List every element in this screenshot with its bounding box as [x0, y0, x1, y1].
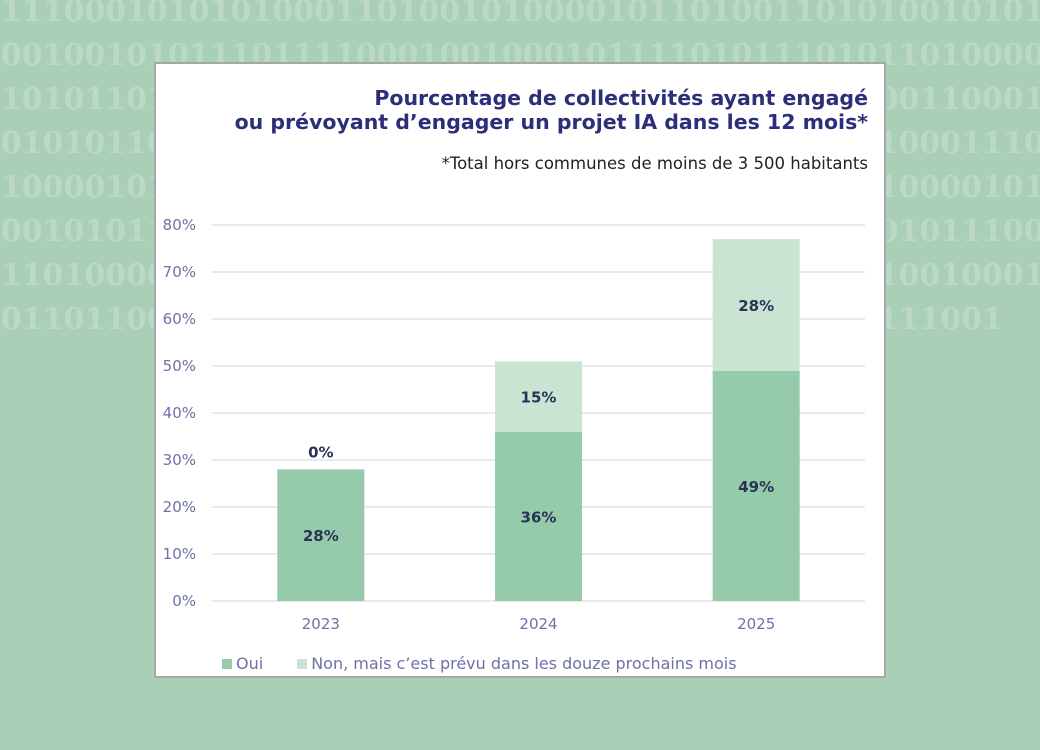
legend-label-non-prevu: Non, mais c’est prévu dans les douze pro…: [311, 654, 737, 673]
data-label: 36%: [521, 508, 557, 526]
x-tick-label: 2024: [519, 615, 557, 633]
x-tick-label: 2023: [302, 615, 340, 633]
data-label: 0%: [308, 443, 333, 461]
chart-title-line-1: Pourcentage de collectivités ayant engag…: [374, 86, 868, 110]
bar-2023-oui: [277, 469, 365, 601]
y-tick-label: 10%: [163, 545, 196, 563]
y-tick-label: 70%: [163, 263, 196, 281]
y-tick-label: 60%: [163, 310, 196, 328]
data-label: 28%: [303, 527, 339, 545]
y-tick-label: 30%: [163, 451, 196, 469]
data-label: 15%: [521, 389, 557, 407]
legend-item-oui: Oui: [222, 654, 263, 673]
legend: Oui Non, mais c’est prévu dans les douze…: [222, 654, 737, 673]
bar-2024-oui: [495, 431, 582, 601]
chart-title-line-2: ou prévoyant d’engager un projet IA dans…: [234, 110, 868, 134]
bar-2024-non-prevu: [495, 361, 582, 432]
chart-card: Pourcentage de collectivités ayant engag…: [154, 62, 886, 678]
chart-subtitle: *Total hors communes de moins de 3 500 h…: [441, 154, 868, 173]
data-label: 28%: [738, 297, 774, 315]
y-tick-label: 0%: [172, 592, 196, 610]
legend-swatch-non-prevu: [297, 659, 308, 669]
y-tick-label: 80%: [163, 216, 196, 234]
plot-area: 0% 10% 20% 30% 40% 50% 60% 70% 80% 28% 0% 2023 36% 15…: [163, 216, 865, 633]
legend-label-oui: Oui: [236, 654, 264, 673]
chart-title: Pourcentage de collectivités ayant engag…: [235, 86, 868, 134]
legend-swatch-oui: [222, 659, 232, 669]
x-tick-label: 2025: [737, 615, 775, 633]
bar-2025-non-prevu: [712, 239, 800, 371]
y-tick-label: 40%: [163, 404, 196, 422]
bar-2025-oui: [712, 370, 800, 601]
legend-item-non-prevu: Non, mais c’est prévu dans les douze pro…: [297, 654, 737, 673]
y-tick-label: 20%: [163, 498, 196, 516]
data-label: 49%: [738, 478, 774, 496]
y-tick-label: 50%: [163, 357, 196, 375]
